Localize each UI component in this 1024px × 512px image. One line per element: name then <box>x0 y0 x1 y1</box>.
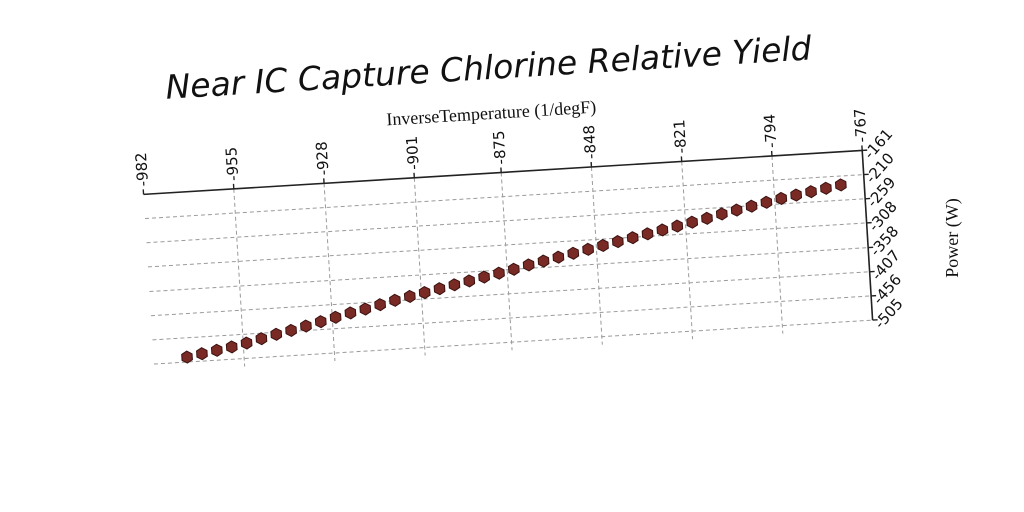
data-point <box>225 340 238 354</box>
data-point <box>285 323 297 337</box>
data-point <box>582 242 594 256</box>
data-point <box>359 302 372 316</box>
data-point <box>493 266 505 280</box>
data-point <box>196 347 208 361</box>
data-point <box>537 254 550 268</box>
data-point <box>344 306 357 320</box>
data-point <box>790 188 803 202</box>
data-point <box>329 310 342 324</box>
x-grid-line <box>771 155 784 334</box>
y-grid-line <box>153 319 873 365</box>
x-tick-label: -875 <box>490 130 510 165</box>
data-point <box>820 181 832 195</box>
x-tick-label: -982 <box>132 152 152 187</box>
data-point <box>433 282 446 296</box>
x-grid-line <box>413 177 426 356</box>
data-point <box>671 219 684 233</box>
data-point <box>597 238 609 253</box>
x-axis-title: InverseTemperature (1/degF) <box>386 97 597 131</box>
ticks: -982 -955 -928 -901 -875 -848 -821 -794 -767-161… <box>132 108 907 332</box>
data-point <box>374 298 387 312</box>
data-point <box>611 235 624 249</box>
data-point <box>730 203 743 217</box>
data-point <box>240 336 253 350</box>
data-point <box>403 289 416 303</box>
x-tick-label: -821 <box>670 119 690 154</box>
data-point <box>507 262 520 276</box>
x-grid-line <box>681 161 694 340</box>
x-tick-label: -848 <box>580 124 600 159</box>
data-point <box>834 178 847 192</box>
data-point <box>270 327 283 341</box>
x-grid-line <box>323 183 336 362</box>
data-point <box>701 211 713 225</box>
data-points <box>181 178 847 364</box>
data-point <box>418 285 431 300</box>
y-axis-title: Power (W) <box>942 198 963 277</box>
data-point <box>181 350 193 364</box>
x-tick-label: -794 <box>760 113 780 148</box>
data-point <box>210 343 223 357</box>
data-point <box>567 246 580 260</box>
data-point <box>641 227 654 241</box>
y-grid-line <box>144 174 864 220</box>
data-point <box>314 315 327 329</box>
x-axis-line <box>143 149 863 196</box>
data-point <box>805 185 817 199</box>
y-grid-line <box>147 222 867 268</box>
x-tick-label: -928 <box>313 141 333 176</box>
data-point <box>626 231 639 245</box>
x-tick-label: -767 <box>851 108 871 143</box>
data-point <box>389 293 401 307</box>
data-point <box>255 332 268 346</box>
data-point <box>686 215 699 229</box>
data-point <box>745 199 758 213</box>
x-grid-line <box>233 188 246 367</box>
plot-area: -982 -955 -928 -901 -875 -848 -821 -794 -767-161… <box>132 28 907 367</box>
x-tick-label: -901 <box>403 135 423 170</box>
data-point <box>463 274 476 288</box>
data-point <box>760 195 773 209</box>
data-point <box>522 258 535 272</box>
data-point <box>715 207 728 221</box>
data-point <box>552 250 565 264</box>
data-point <box>448 278 461 292</box>
data-point <box>656 223 669 237</box>
data-point <box>775 191 788 206</box>
x-grid-line <box>500 172 513 351</box>
y-grid-line <box>146 198 866 244</box>
data-point <box>478 270 491 284</box>
data-point <box>300 319 312 333</box>
axes <box>143 149 874 321</box>
x-grid-line <box>590 166 603 345</box>
y-axis-line <box>861 150 874 321</box>
chart-title: Near IC Capture Chlorine Relative Yield <box>164 28 813 106</box>
y-grid-line <box>150 271 870 317</box>
x-tick-label: -955 <box>222 146 242 181</box>
grid <box>144 155 873 367</box>
